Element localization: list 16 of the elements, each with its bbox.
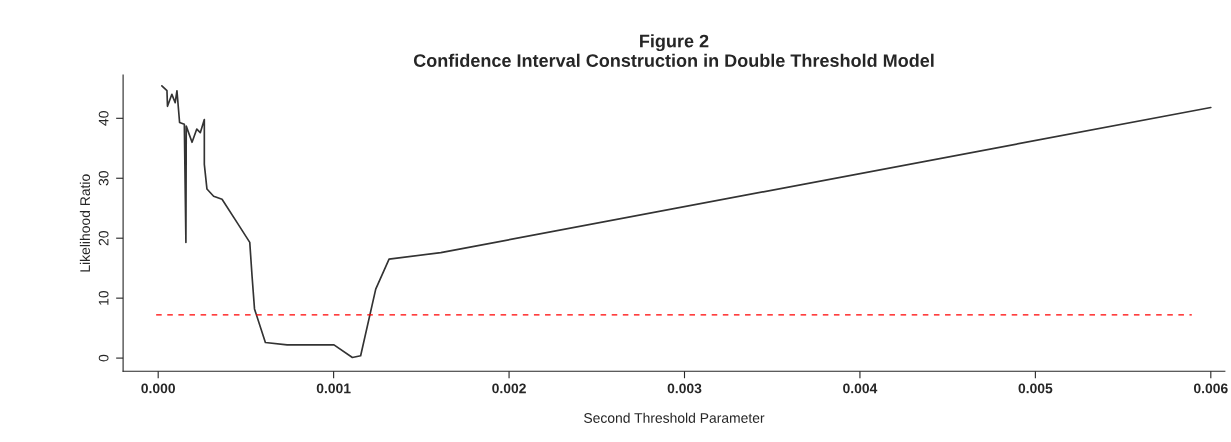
y-tick-label: 40 bbox=[98, 111, 109, 126]
y-tick-label: 30 bbox=[98, 171, 109, 186]
y-tick-label: 0 bbox=[98, 354, 109, 362]
x-tick-label: 0.003 bbox=[667, 383, 702, 394]
x-tick-label: 0.000 bbox=[141, 383, 175, 394]
x-tick-label: 0.004 bbox=[843, 383, 878, 394]
x-tick-label: 0.001 bbox=[316, 383, 351, 394]
x-tick-label: 0.006 bbox=[1193, 383, 1228, 394]
chart-title: Figure 2 Confidence Interval Construction in Double Threshold Model bbox=[413, 34, 934, 67]
y-axis-title: Likelihood Ratio bbox=[79, 174, 91, 272]
x-tick-label: 0.002 bbox=[492, 383, 526, 394]
line-series bbox=[161, 85, 1212, 359]
y-tick-label: 10 bbox=[98, 290, 109, 305]
x-tick-label: 0.005 bbox=[1018, 383, 1053, 394]
y-tick-label: 20 bbox=[98, 231, 109, 246]
x-axis-title: Second Threshold Parameter bbox=[584, 412, 765, 423]
